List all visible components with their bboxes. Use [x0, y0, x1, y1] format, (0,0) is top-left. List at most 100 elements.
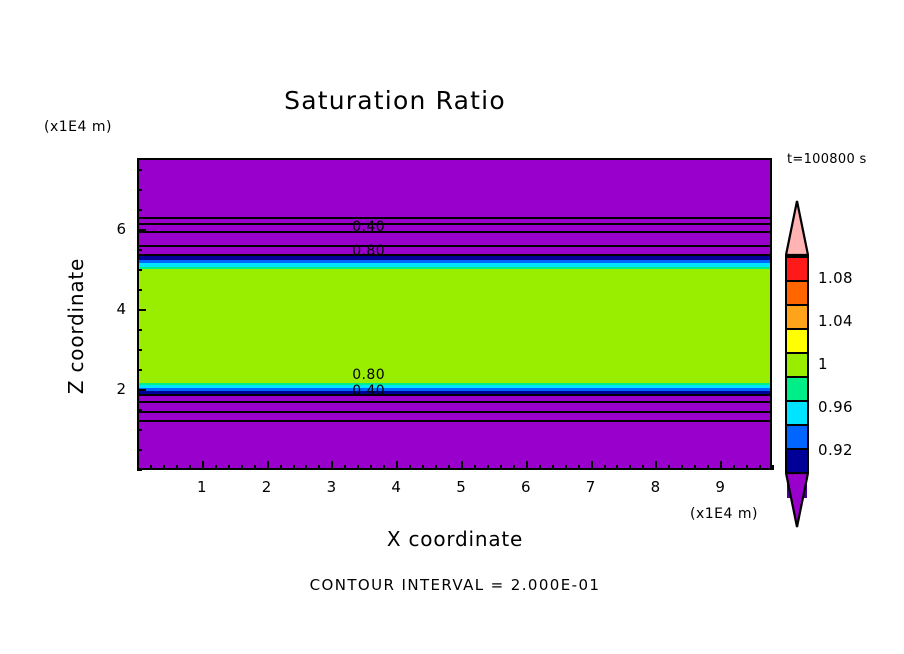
contour-band: [139, 412, 770, 422]
x-axis-tick: [175, 465, 178, 470]
contour-band: [139, 385, 770, 389]
x-axis-tick: [694, 465, 697, 470]
colorbar-cells: [785, 256, 809, 498]
contour-band: [139, 269, 770, 383]
x-axis-tick-label: 7: [585, 478, 596, 496]
x-axis-tick: [149, 465, 152, 470]
x-axis-tick: [525, 461, 528, 470]
contour-label: 0.40: [352, 219, 386, 235]
x-axis-title: X coordinate: [386, 527, 524, 551]
contour-band: [139, 254, 770, 260]
contour-line: [139, 401, 770, 403]
colorbar-under-arrow-icon: [784, 471, 810, 528]
x-axis-tick: [137, 465, 139, 470]
y-axis-tick: [137, 229, 146, 231]
y-axis-tick: [137, 329, 142, 331]
y-axis-tick: [137, 389, 146, 391]
colorbar-cell[interactable]: [787, 426, 807, 450]
y-axis-tick: [137, 449, 142, 451]
x-axis-tick: [162, 465, 165, 470]
contour-band: [139, 224, 770, 232]
x-axis-tick: [240, 465, 243, 470]
x-axis-tick: [720, 461, 723, 470]
y-axis-tick: [137, 169, 142, 171]
colorbar-tick-label: 1: [818, 355, 828, 373]
contour-line: [139, 411, 770, 413]
colorbar[interactable]: [784, 200, 810, 528]
colorbar-cell[interactable]: [787, 450, 807, 474]
contour-interval-caption: CONTOUR INTERVAL = 2.000E-01: [309, 576, 601, 594]
x-axis-tick: [642, 465, 645, 470]
x-axis-tick: [746, 465, 749, 470]
x-axis-tick-label: 9: [715, 478, 725, 496]
y-axis-tick-label: 4: [116, 300, 126, 318]
x-axis-tick: [305, 465, 308, 470]
contour-line: [139, 217, 770, 219]
x-axis-tick: [266, 461, 269, 470]
x-axis-tick: [564, 465, 567, 470]
colorbar-cell[interactable]: [787, 306, 807, 330]
x-axis-tick-label: 8: [650, 478, 661, 496]
y-axis-tick: [137, 349, 142, 351]
x-axis-tick: [344, 465, 347, 470]
colorbar-cell[interactable]: [787, 258, 807, 282]
x-axis-tick: [214, 465, 217, 470]
contour-line: [139, 231, 770, 233]
x-axis-tick: [629, 465, 632, 470]
y-axis-tick: [137, 409, 142, 411]
contour-line: [139, 253, 770, 256]
x-axis-tick: [292, 465, 295, 470]
colorbar-cell[interactable]: [787, 282, 807, 306]
contour-line: [139, 223, 770, 225]
contour-label: 0.80: [352, 367, 386, 383]
x-axis-tick: [422, 465, 425, 470]
contour-band: [139, 160, 770, 218]
contour-band: [139, 218, 770, 224]
x-axis-tick: [655, 461, 658, 470]
time-annotation: t=100800 s: [787, 152, 867, 167]
contour-band: [139, 391, 770, 395]
contour-band: [139, 382, 770, 386]
x-axis-tick: [227, 465, 230, 470]
colorbar-cell[interactable]: [787, 330, 807, 354]
y-axis-tick: [137, 309, 146, 311]
colorbar-cell[interactable]: [787, 378, 807, 402]
x-axis-tick: [603, 465, 606, 470]
x-axis-tick-label: 6: [520, 478, 531, 496]
contour-band: [139, 421, 770, 468]
colorbar-tick-label: 0.92: [818, 441, 853, 460]
contour-band: [139, 262, 770, 267]
x-axis-tick: [279, 465, 282, 470]
y-axis-tick-label: 6: [116, 220, 126, 238]
x-axis-tick: [460, 461, 463, 470]
x-axis-tick-label: 1: [197, 478, 207, 496]
x-axis-tick: [435, 465, 438, 470]
y-axis-title: Z coordinate: [64, 257, 88, 395]
x-axis-tick: [473, 465, 476, 470]
y-axis-tick: [137, 369, 142, 371]
x-axis-tick: [357, 465, 360, 470]
x-axis-tick: [512, 465, 515, 470]
x-axis-tick: [551, 465, 554, 470]
colorbar-cell[interactable]: [787, 402, 807, 426]
x-axis-tick-label: 2: [261, 478, 272, 496]
x-axis-tick: [188, 465, 191, 470]
colorbar-tick-label: 1.04: [818, 311, 853, 330]
x-axis-tick: [538, 465, 541, 470]
x-axis-tick: [759, 465, 762, 470]
contour-band: [139, 394, 770, 402]
x-axis-tick: [253, 465, 256, 470]
x-axis-tick: [707, 465, 710, 470]
contour-band: [139, 232, 770, 246]
contour-plot-area[interactable]: 0.40 0.80 0.80 0.40: [137, 158, 772, 470]
x-axis-tick: [681, 465, 684, 470]
colorbar-cell[interactable]: [787, 354, 807, 378]
contour-line: [139, 393, 770, 396]
y-axis-tick: [137, 189, 142, 191]
y-axis-tick: [137, 429, 142, 431]
x-axis-unit-label: (x1E4 m): [690, 506, 758, 522]
x-axis-tick: [486, 465, 489, 470]
x-axis-tick: [331, 461, 334, 470]
page-title: Saturation Ratio: [284, 86, 506, 115]
